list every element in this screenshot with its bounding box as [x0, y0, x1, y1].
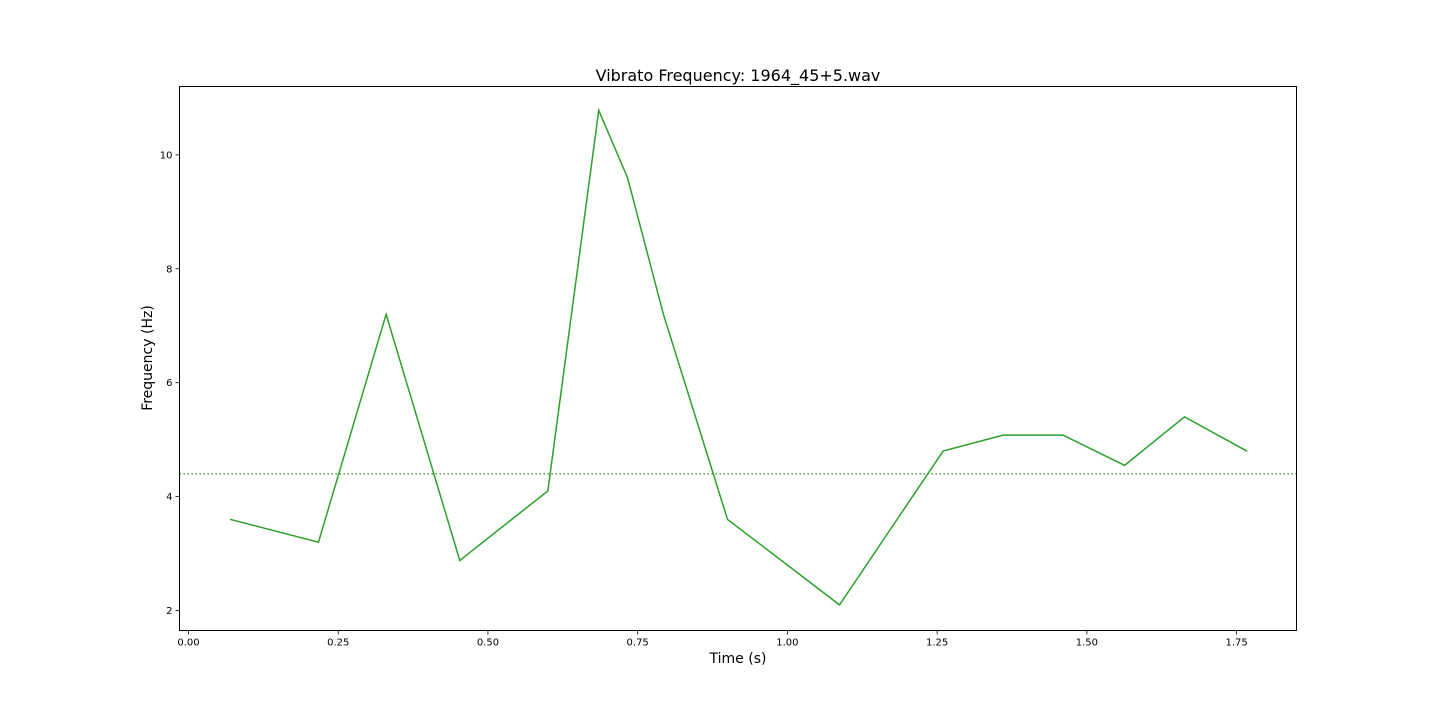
data-point — [838, 604, 841, 606]
x-tick-label: 1.25 — [926, 638, 948, 649]
plot-area — [179, 107, 1297, 606]
series-line — [230, 107, 1248, 606]
data-point — [1062, 434, 1064, 436]
x-tick-label: 1.50 — [1076, 638, 1098, 649]
y-axis-ticks: 2 4 6 8 10 — [160, 150, 180, 617]
data-point — [1246, 450, 1248, 452]
data-point — [229, 518, 232, 521]
y-axis-label: Frequency (Hz) — [140, 305, 156, 411]
data-point — [942, 450, 944, 452]
x-tick-label: 0.75 — [627, 638, 649, 649]
data-point — [598, 109, 600, 112]
y-tick-label: 10 — [160, 150, 173, 161]
data-point — [1183, 416, 1186, 418]
data-point — [459, 559, 461, 562]
data-point — [726, 518, 729, 521]
x-tick-label: 0.25 — [327, 638, 349, 649]
data-point — [662, 313, 665, 315]
x-tick-label: 0.00 — [177, 638, 199, 649]
y-tick-label: 8 — [166, 264, 172, 275]
data-point — [385, 313, 387, 315]
data-point — [626, 177, 629, 179]
x-tick-label: 0.50 — [477, 638, 499, 649]
chart-title: Vibrato Frequency: 1964_45+5.wav — [596, 66, 881, 86]
data-point — [1124, 464, 1126, 466]
data-point — [1002, 434, 1004, 436]
data-point — [547, 490, 549, 492]
y-tick-label: 4 — [166, 492, 172, 503]
y-tick-label: 6 — [166, 378, 172, 389]
x-axis-ticks: 0.00 0.25 0.50 0.75 1.00 1.25 1.50 1.75 — [177, 630, 1248, 649]
x-axis-label: Time (s) — [709, 651, 767, 667]
data-point — [317, 541, 320, 543]
plot-frame — [179, 86, 1297, 631]
x-tick-label: 1.00 — [776, 638, 798, 649]
x-tick-label: 1.75 — [1225, 638, 1247, 649]
y-tick-label: 2 — [166, 606, 172, 617]
